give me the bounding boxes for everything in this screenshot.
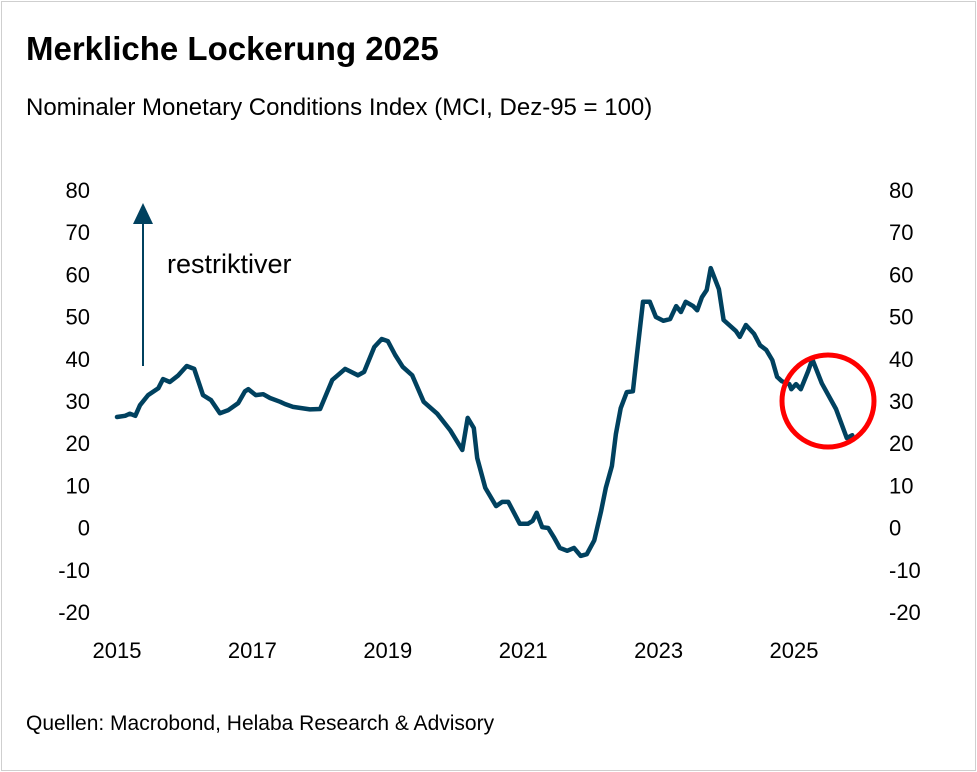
chart-subtitle: Nominaler Monetary Conditions Index (MCI… — [26, 94, 653, 121]
y-tick-label-left: 80 — [66, 178, 90, 203]
chart-source: Quellen: Macrobond, Helaba Research & Ad… — [26, 712, 495, 735]
y-tick-label-left: 50 — [66, 305, 90, 330]
y-tick-label-right: 60 — [889, 262, 913, 287]
y-tick-label-left: 30 — [66, 389, 90, 414]
y-tick-label-left: 60 — [66, 262, 90, 287]
y-tick-label-left: -10 — [58, 558, 90, 583]
y-tick-label-left: 70 — [66, 220, 90, 245]
y-tick-label-right: 70 — [889, 220, 913, 245]
y-axis-right: 80 70 60 50 40 30 20 10 0 -10 -20 — [889, 178, 921, 625]
y-axis-left: 80 70 60 50 40 30 20 10 0 -10 -20 — [58, 178, 90, 625]
y-tick-label-right: 50 — [889, 305, 913, 330]
highlight-circle — [779, 352, 877, 450]
x-tick-label: 2017 — [228, 638, 277, 663]
chart-title: Merkliche Lockerung 2025 — [26, 30, 439, 67]
x-tick-label: 2021 — [499, 638, 548, 663]
y-tick-label-left: -20 — [58, 600, 90, 625]
x-tick-label: 2015 — [93, 638, 142, 663]
arrow-up-icon — [133, 203, 153, 224]
x-axis: 2015 2017 2019 2021 2023 2025 — [93, 638, 819, 663]
y-tick-label-right: 10 — [889, 473, 913, 498]
x-tick-label: 2023 — [634, 638, 683, 663]
annotation: restriktiver — [133, 203, 292, 366]
y-tick-label-right: -20 — [889, 600, 921, 625]
y-tick-label-right: 0 — [889, 516, 901, 541]
y-tick-label-left: 40 — [66, 347, 90, 372]
y-tick-label-left: 10 — [66, 473, 90, 498]
y-tick-label-left: 20 — [66, 431, 90, 456]
y-tick-label-right: 20 — [889, 431, 913, 456]
y-tick-label-right: 30 — [889, 389, 913, 414]
y-tick-label-right: 80 — [889, 178, 913, 203]
series-mci — [114, 265, 855, 559]
x-tick-label: 2019 — [363, 638, 412, 663]
mci-line — [114, 265, 855, 559]
annotation-label: restriktiver — [167, 249, 292, 279]
x-tick-label: 2025 — [770, 638, 819, 663]
y-tick-label-right: -10 — [889, 558, 921, 583]
y-tick-label-left: 0 — [78, 516, 90, 541]
y-tick-label-right: 40 — [889, 347, 913, 372]
